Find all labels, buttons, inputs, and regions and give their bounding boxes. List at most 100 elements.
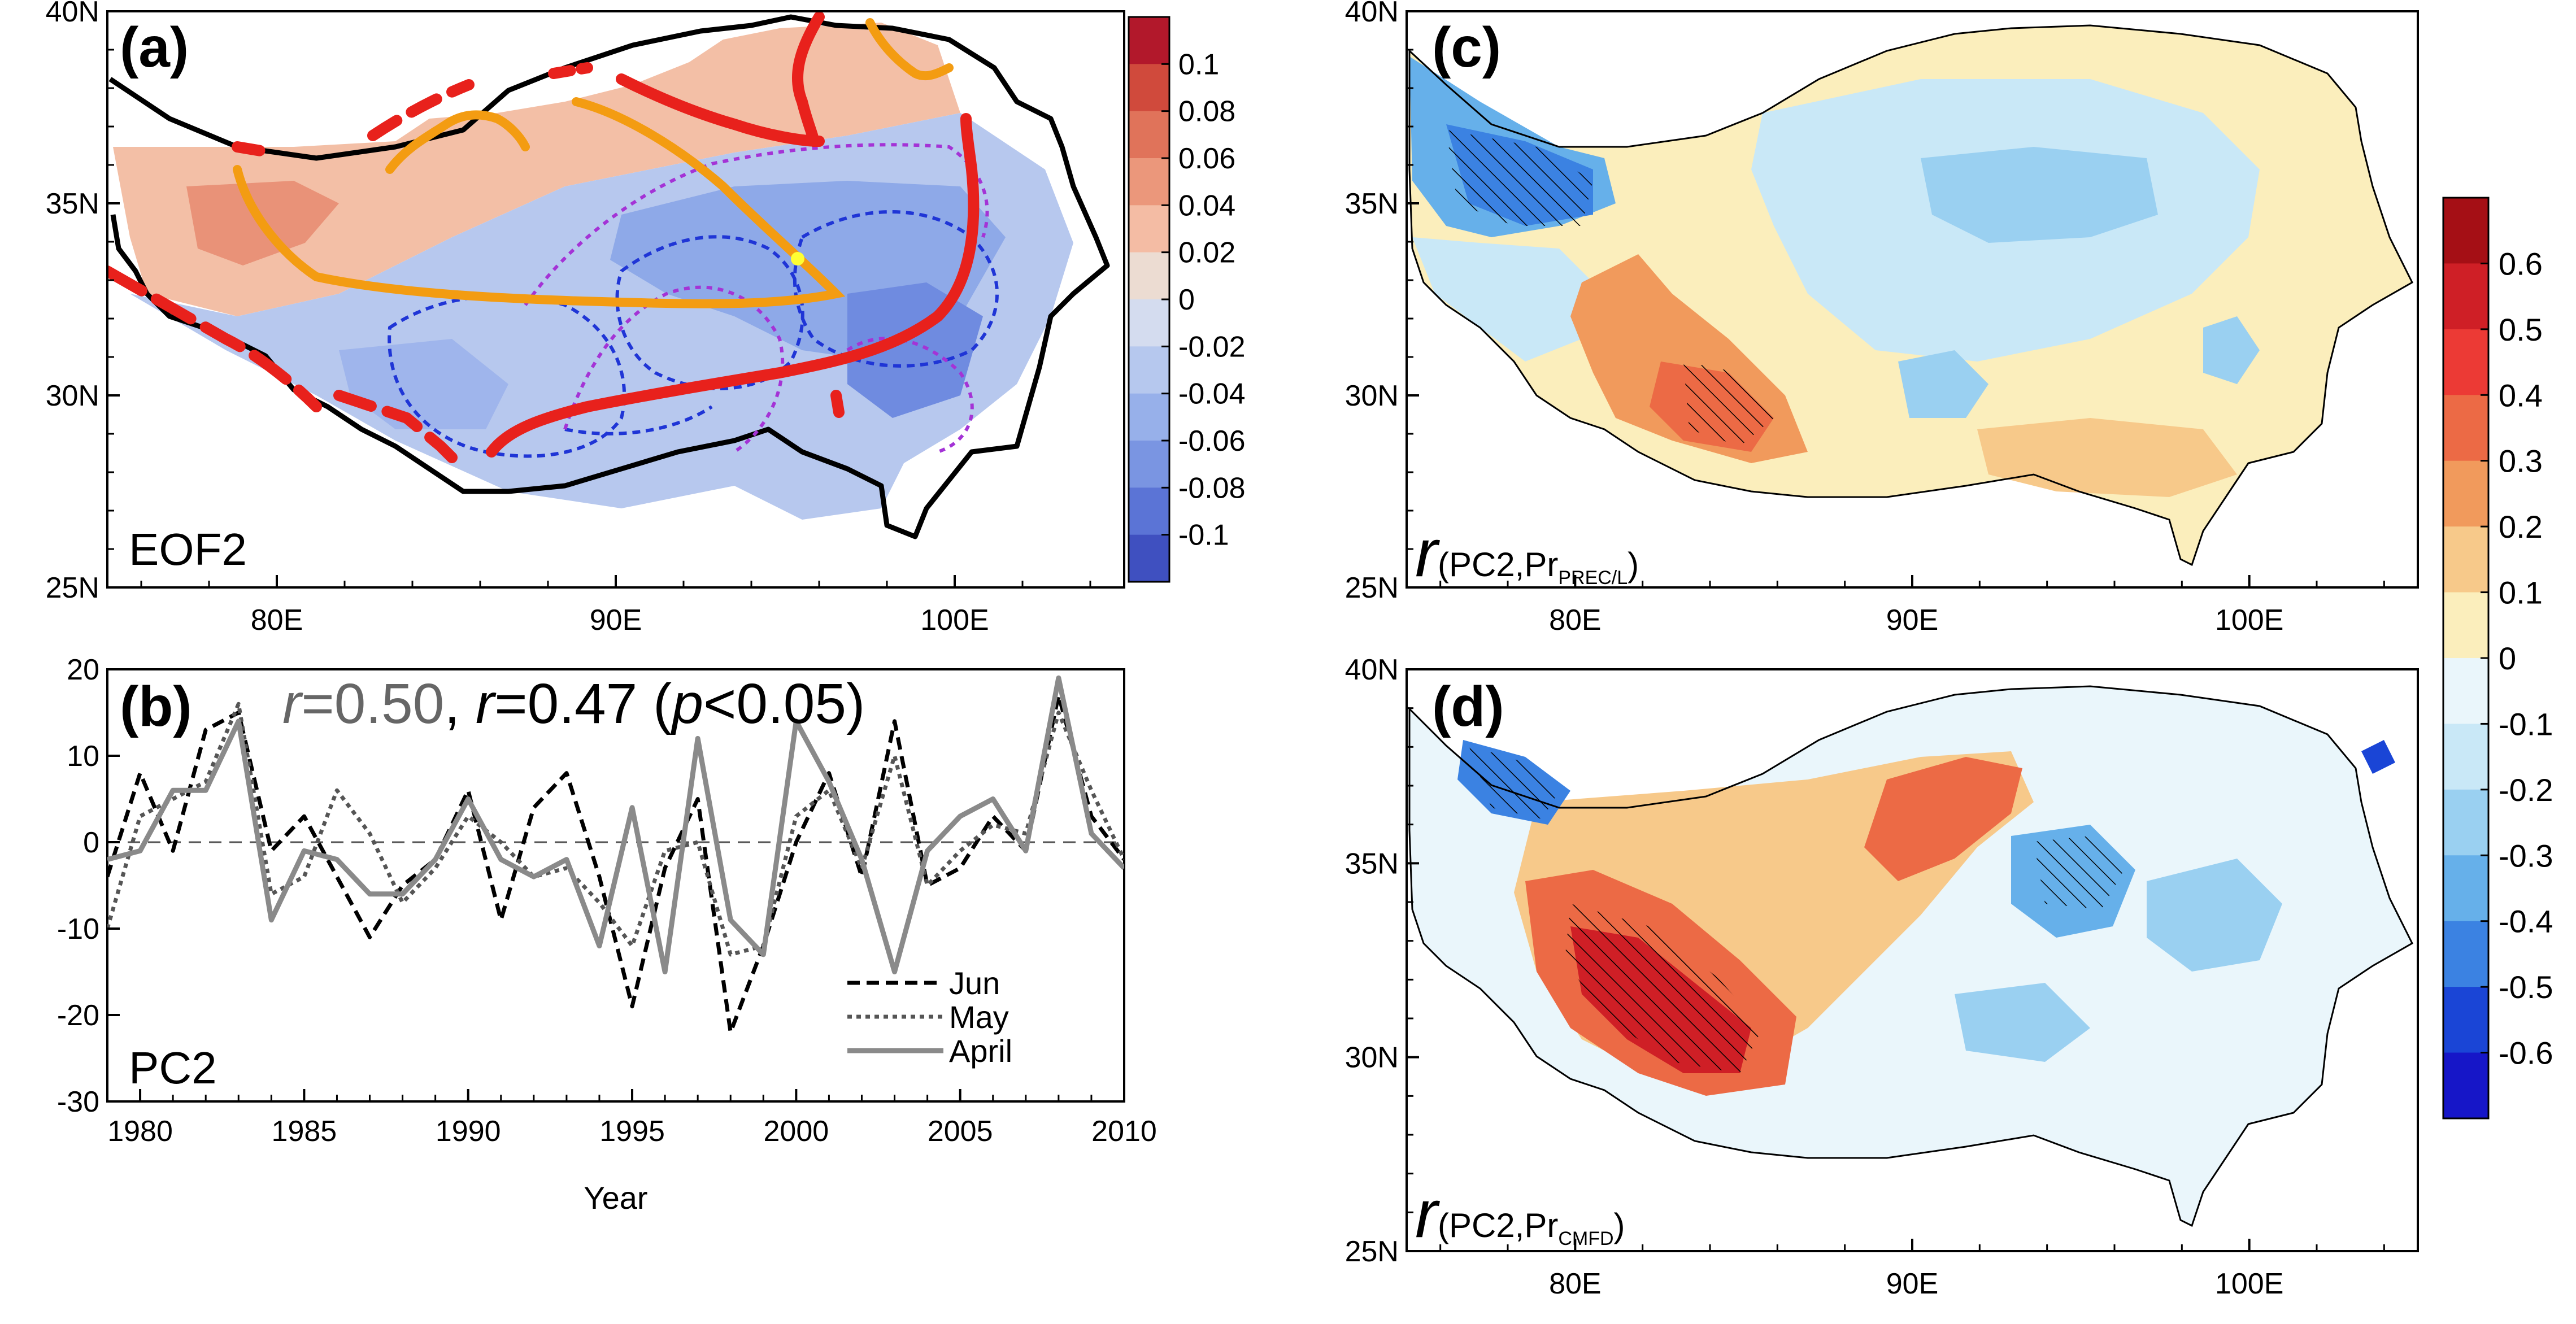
colorbar-label: -0.6 xyxy=(2499,1035,2553,1071)
eof2-positive-region xyxy=(113,23,960,316)
x-tick-label: 100E xyxy=(2215,604,2283,637)
data-point-april xyxy=(435,859,436,860)
colorbar-swatch xyxy=(1129,64,1169,112)
y-tick-label: -20 xyxy=(57,999,99,1032)
purple-dashed-contours xyxy=(524,143,989,454)
colorbar-label: -0.2 xyxy=(2499,772,2553,808)
panel-b-inset-label: PC2 xyxy=(129,1043,217,1093)
r2-value: =0.47 xyxy=(494,672,637,735)
colorbar-label: -0.08 xyxy=(1178,472,1246,504)
panel-d-label: (d) xyxy=(1432,675,1504,738)
colorbar-label: -0.1 xyxy=(1178,519,1229,552)
data-point-may xyxy=(140,816,141,817)
colorbar-label: 0.1 xyxy=(1178,48,1219,81)
panel-c-blue-central xyxy=(1921,147,2158,243)
red-contours xyxy=(107,11,980,463)
colorbar-label: 0 xyxy=(2499,641,2516,676)
panel-d-blue-far-east xyxy=(2361,740,2395,774)
y-tick-label: 20 xyxy=(67,654,99,686)
pc2-series xyxy=(107,675,1124,1035)
annotation-separator: , xyxy=(444,672,476,735)
y-tick-label: 40N xyxy=(1345,0,1399,28)
y-tick-label: 30N xyxy=(46,380,99,412)
data-point-may xyxy=(1058,712,1059,713)
y-tick-label: 35N xyxy=(1345,188,1399,220)
colorbar-label: 0.1 xyxy=(2499,575,2543,611)
panel-c-inset-subscript: PREC/L xyxy=(1558,567,1628,589)
panel-c-blue-south xyxy=(1898,350,1988,418)
panel-d-ticks: 80E 90E 100E 40N 35N 30N 25N xyxy=(1345,654,2385,1300)
panel-c-ticks: 80E 90E 100E 40N 35N 30N 25N xyxy=(1345,0,2385,637)
r2-symbol: r xyxy=(476,672,497,735)
colorbar-swatch xyxy=(2443,658,2488,724)
colorbar-label: -0.1 xyxy=(2499,706,2553,742)
panel-c-lightblue-west xyxy=(1412,237,1604,362)
colorbar-swatch xyxy=(2443,789,2488,856)
data-point-may xyxy=(927,885,928,886)
colorbar-label: -0.5 xyxy=(2499,969,2553,1005)
panel-b-frame xyxy=(106,668,1125,1103)
x-tick-label: 1995 xyxy=(599,1115,665,1148)
colorbar-swatch xyxy=(1129,205,1169,253)
colorbar-swatch xyxy=(2443,1052,2488,1119)
panel-a-inset-label: EOF2 xyxy=(129,524,247,574)
colorbar-label: 0.04 xyxy=(1178,189,1235,222)
data-point-may xyxy=(730,954,731,955)
panel-d-inset-subscript: CMFD xyxy=(1558,1228,1613,1249)
panel-d-blue-south xyxy=(1955,983,2090,1062)
y-tick-label: 10 xyxy=(67,740,99,773)
series-line-jun xyxy=(107,693,1124,1035)
x-tick-label: 90E xyxy=(1886,604,1939,637)
panel-c-label: (c) xyxy=(1432,16,1501,79)
colorbar-swatch xyxy=(2443,724,2488,790)
colorbar-label: 0.2 xyxy=(2499,509,2543,545)
x-tick-label: 80E xyxy=(251,604,303,637)
colorbar-swatch xyxy=(2443,198,2488,264)
panel-c-inset-text: (PC2,Pr xyxy=(1438,546,1558,583)
y-tick-label: 30N xyxy=(1345,380,1399,412)
x-tick-label: 1980 xyxy=(107,1115,173,1148)
highlight-dot xyxy=(791,252,804,265)
y-tick-label: 25N xyxy=(1345,1235,1399,1268)
colorbar-swatch xyxy=(1129,487,1169,535)
y-tick-label: 35N xyxy=(1345,847,1399,880)
data-point-april xyxy=(566,859,567,860)
panel-d-red-central xyxy=(1864,757,2022,881)
x-tick-label: 1985 xyxy=(272,1115,337,1148)
colorbar-label: -0.06 xyxy=(1178,425,1246,458)
colorbar-label: -0.04 xyxy=(1178,378,1246,411)
data-point-jun xyxy=(369,937,370,938)
colorbar-swatch xyxy=(1129,158,1169,206)
colorbar-label: 0.08 xyxy=(1178,95,1235,128)
colorbar-swatch xyxy=(2443,987,2488,1053)
colorbar-label: 0.6 xyxy=(2499,246,2543,281)
panel-c-inset-close: ) xyxy=(1628,546,1639,583)
orange-contours xyxy=(233,18,954,308)
colorbar-swatch xyxy=(1129,393,1169,441)
colorbar-swatch xyxy=(1129,111,1169,159)
colorbar-label: -0.02 xyxy=(1178,330,1246,363)
colorbar-swatch xyxy=(2443,395,2488,461)
panel-d-inset-label: r(PC2,PrCMFD) xyxy=(1415,1176,1625,1252)
y-tick-label: 30N xyxy=(1345,1042,1399,1074)
colorbar-label: -0.4 xyxy=(2499,904,2553,939)
data-point-jun xyxy=(632,1006,633,1007)
panel-d-inset-close: ) xyxy=(1614,1207,1625,1244)
data-point-jun xyxy=(402,885,403,886)
data-point-april xyxy=(861,859,862,860)
data-point-jun xyxy=(533,807,534,808)
colorbar-swatch xyxy=(1129,441,1169,488)
data-point-may xyxy=(1025,833,1026,834)
eof2-strongest-negative xyxy=(847,282,983,418)
panel-b-label: (b) xyxy=(120,675,192,738)
panel-c-correlation-map: 80E 90E 100E 40N 35N 30N 25N (c) r(PC2,PrPREC/… xyxy=(1345,0,2419,637)
panel-c-blue-east xyxy=(2203,316,2260,384)
y-tick-label: 25N xyxy=(46,572,99,604)
panel-d-inset-text: (PC2,Pr xyxy=(1438,1207,1558,1244)
panel-a-ticks: 80E 90E 100E 40N 35N 30N 25N xyxy=(46,0,1091,637)
colorbar-swatch xyxy=(1129,346,1169,394)
panel-c-r-symbol: r xyxy=(1415,515,1440,591)
legend-label: April xyxy=(949,1033,1012,1069)
